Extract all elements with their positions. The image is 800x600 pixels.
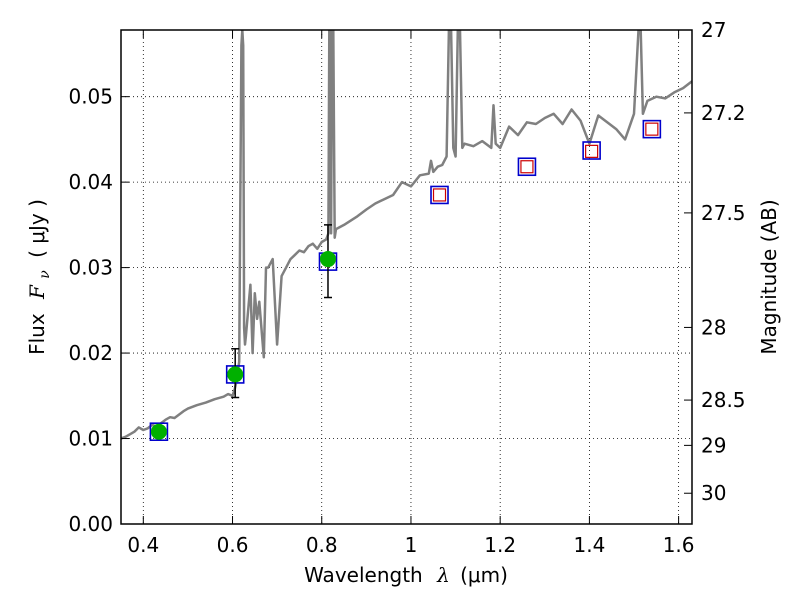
upper-limit-marker — [520, 160, 534, 174]
x-tick-label: 1.4 — [573, 533, 605, 557]
y2-tick-label: 28 — [701, 315, 726, 339]
y2-tick-label: 30 — [701, 481, 726, 505]
y-axis-subscript: ν — [37, 270, 53, 279]
y-tick-label: 0.01 — [68, 427, 113, 451]
y-tick-label: 0.00 — [68, 512, 113, 536]
x-axis-label: Wavelength — [304, 563, 423, 587]
y2-tick-label: 28.5 — [701, 388, 746, 412]
y-tick-label: 0.03 — [68, 256, 113, 280]
upper-limit-marker — [585, 144, 599, 158]
x-tick-label: 0.6 — [217, 533, 249, 557]
y-axis-label: Flux — [25, 313, 49, 355]
observed-point — [319, 251, 336, 268]
model-photometry-marker — [149, 422, 169, 441]
plot-background — [121, 30, 692, 524]
y2-tick-label: 27 — [701, 18, 726, 42]
y2-axis-title: Magnitude (AB) — [757, 199, 781, 354]
x-axis-title: Wavelength λ (μm) — [304, 563, 508, 587]
observed-point — [150, 423, 167, 440]
y2-tick-label: 29 — [701, 433, 726, 457]
y2-tick-label: 27.2 — [701, 101, 746, 125]
ticks: 0.4 0.6 0.8 1 1.2 1.4 1.6 0.00 0.01 0.02 0.03 0.04 0… — [68, 18, 745, 557]
y-axis-unit: ( μJy ) — [25, 199, 49, 258]
model-photometry-marker — [430, 185, 449, 205]
x-tick-label: 1 — [405, 533, 418, 557]
model-photometry-marker — [642, 119, 662, 139]
sed-curve-layer — [121, 30, 692, 440]
x-tick-label: 1.2 — [484, 533, 516, 557]
sed-model-curve — [121, 30, 692, 440]
y-axis-symbol: F — [25, 284, 49, 300]
observed-point — [227, 366, 244, 383]
x-axis-symbol: λ — [436, 563, 450, 587]
marker-layer — [149, 119, 662, 441]
x-tick-label: 1.6 — [663, 533, 695, 557]
y-axis-title: Flux F ν ( μJy ) — [25, 199, 54, 355]
x-axis-unit: (μm) — [460, 563, 508, 587]
model-photometry-marker — [582, 141, 601, 160]
upper-limit-marker — [645, 122, 659, 136]
y-tick-label: 0.02 — [68, 341, 113, 365]
plot-frame — [120, 29, 693, 525]
y-tick-label: 0.05 — [68, 85, 113, 109]
y-tick-label: 0.04 — [68, 170, 113, 194]
y2-tick-label: 27.5 — [701, 201, 746, 225]
x-tick-label: 0.4 — [127, 533, 159, 557]
x-tick-label: 0.8 — [306, 533, 338, 557]
upper-limit-marker — [432, 188, 447, 202]
model-photometry-marker — [517, 157, 537, 177]
